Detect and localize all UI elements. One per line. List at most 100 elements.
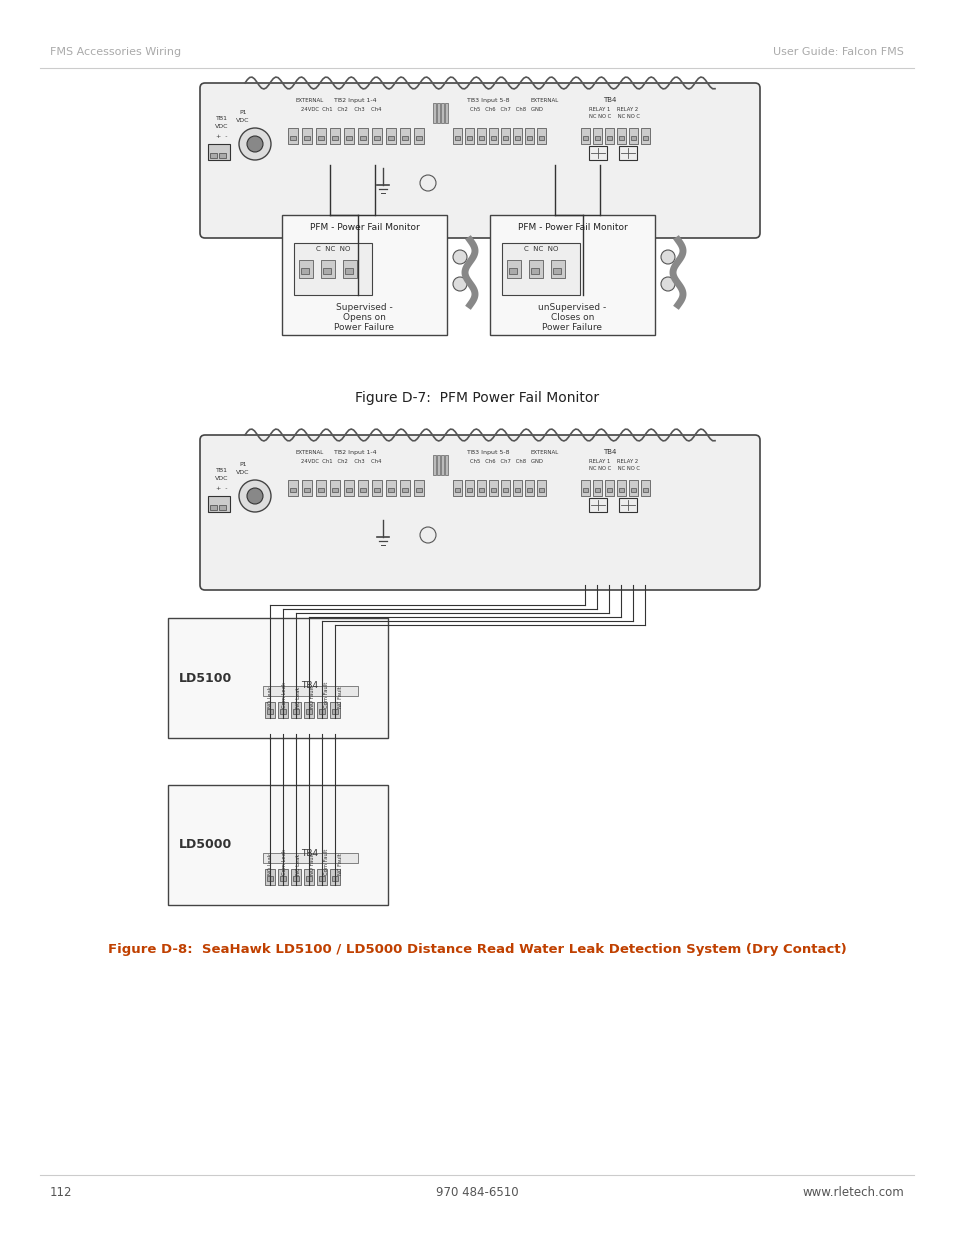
Bar (291, 701, 301, 718)
Bar (509, 268, 517, 274)
Bar (453, 128, 461, 144)
Text: FMS Accessories Wiring: FMS Accessories Wiring (50, 47, 181, 57)
Text: Ch5   Ch6   Ch7   Ch8   GND: Ch5 Ch6 Ch7 Ch8 GND (470, 107, 542, 112)
Bar (588, 498, 606, 513)
Text: +  -: + - (216, 485, 228, 490)
Bar (219, 505, 226, 510)
Text: NC Fault: NC Fault (338, 853, 343, 876)
Bar (416, 136, 421, 140)
Text: www.rletech.com: www.rletech.com (801, 1187, 903, 1199)
Text: RELAY 1    RELAY 2: RELAY 1 RELAY 2 (588, 107, 638, 112)
Bar (588, 146, 606, 161)
Bar (317, 488, 324, 492)
Text: NC NO C    NC NO C: NC NO C NC NO C (588, 466, 639, 471)
Bar (553, 268, 560, 274)
Bar (582, 488, 587, 492)
Bar (298, 261, 313, 278)
FancyBboxPatch shape (200, 435, 760, 590)
Bar (604, 480, 614, 496)
Bar (346, 136, 352, 140)
Bar (282, 215, 447, 335)
Bar (642, 136, 647, 140)
Text: EXTERNAL: EXTERNAL (530, 98, 558, 103)
Bar (304, 701, 314, 718)
Text: P1: P1 (239, 110, 247, 115)
Bar (489, 128, 497, 144)
Bar (526, 488, 532, 492)
Bar (500, 480, 510, 496)
Bar (604, 128, 614, 144)
Bar (302, 480, 312, 496)
Bar (304, 488, 310, 492)
Bar (301, 268, 309, 274)
Bar (628, 128, 638, 144)
Circle shape (419, 527, 436, 543)
Text: NO Fault: NO Fault (310, 685, 315, 708)
Bar (416, 488, 421, 492)
Bar (444, 454, 448, 475)
Bar (290, 488, 295, 492)
Text: PFM - Power Fail Monitor: PFM - Power Fail Monitor (517, 222, 627, 231)
Text: LD5000: LD5000 (179, 839, 233, 851)
Bar (595, 136, 599, 140)
Bar (433, 454, 436, 475)
Bar (580, 128, 589, 144)
Bar (304, 136, 310, 140)
Text: Ch5   Ch6   Ch7   Ch8   GND: Ch5 Ch6 Ch7 Ch8 GND (470, 459, 542, 464)
Bar (491, 488, 496, 492)
Text: NO Leak: NO Leak (268, 687, 274, 708)
Text: TB3 Input 5-8: TB3 Input 5-8 (466, 98, 509, 103)
Bar (372, 480, 381, 496)
Text: NC Leak: NC Leak (296, 853, 301, 876)
Bar (515, 488, 519, 492)
Text: +  -: + - (216, 133, 228, 138)
Bar (345, 268, 353, 274)
Bar (618, 498, 637, 513)
Bar (476, 480, 485, 496)
FancyBboxPatch shape (200, 83, 760, 238)
Text: 112: 112 (50, 1187, 72, 1199)
Text: VDC: VDC (215, 124, 229, 128)
Text: TB4: TB4 (602, 98, 616, 103)
Text: Power Failure: Power Failure (335, 322, 395, 331)
Bar (491, 136, 496, 140)
Bar (436, 103, 439, 124)
Bar (267, 876, 273, 881)
Bar (630, 136, 636, 140)
Bar (263, 685, 357, 697)
Bar (537, 128, 545, 144)
Text: PFM - Power Fail Monitor: PFM - Power Fail Monitor (310, 222, 419, 231)
Text: TB4: TB4 (602, 450, 616, 454)
Bar (467, 488, 472, 492)
Bar (401, 488, 408, 492)
Circle shape (247, 136, 263, 152)
Text: Power Failure: Power Failure (542, 322, 602, 331)
Bar (538, 488, 543, 492)
Text: Com Fault: Com Fault (324, 848, 329, 876)
Circle shape (660, 249, 675, 264)
Bar (263, 853, 357, 863)
Bar (330, 869, 339, 885)
Bar (386, 128, 395, 144)
Bar (388, 488, 394, 492)
Text: TB3 Input 5-8: TB3 Input 5-8 (466, 450, 509, 454)
Bar (595, 488, 599, 492)
Bar (332, 876, 337, 881)
Bar (414, 480, 423, 496)
Text: Com Leak: Com Leak (282, 848, 287, 876)
Text: Figure D-8:  SeaHawk LD5100 / LD5000 Distance Read Water Leak Detection System (: Figure D-8: SeaHawk LD5100 / LD5000 Dist… (108, 944, 845, 956)
Bar (210, 505, 216, 510)
Bar (210, 153, 216, 158)
Bar (293, 876, 298, 881)
Bar (317, 136, 324, 140)
Bar (219, 153, 226, 158)
Circle shape (419, 175, 436, 191)
Bar (306, 876, 312, 881)
Text: TB1: TB1 (215, 116, 228, 121)
Bar (440, 103, 443, 124)
Bar (489, 480, 497, 496)
Bar (630, 488, 636, 492)
Bar (501, 243, 579, 295)
Bar (277, 701, 288, 718)
Bar (316, 869, 327, 885)
